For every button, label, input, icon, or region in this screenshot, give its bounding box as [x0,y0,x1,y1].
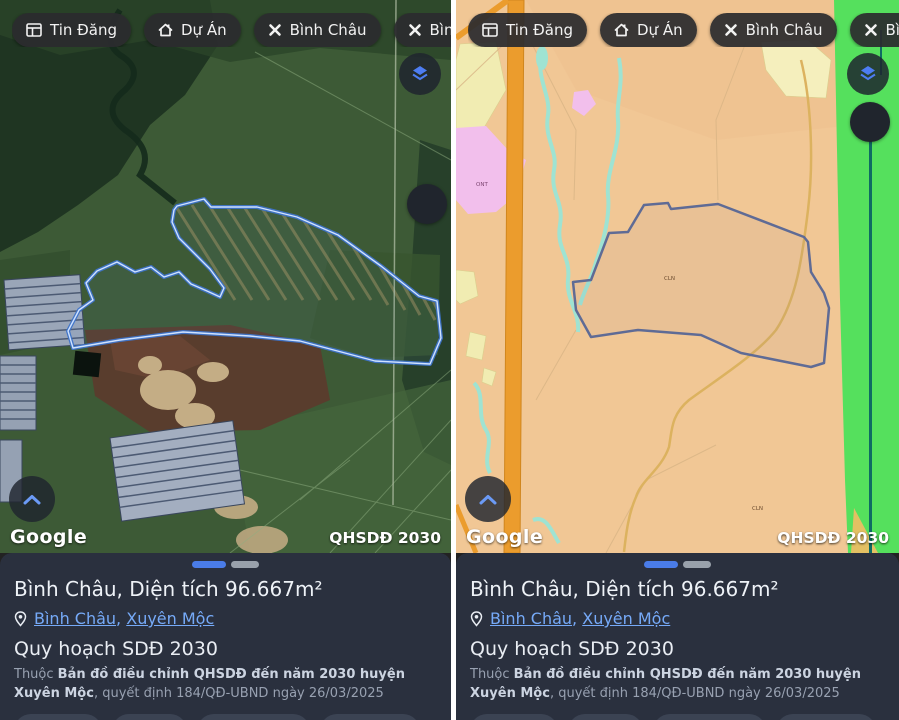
share-button[interactable]: Chia sẻ [775,713,877,720]
bottom-sheet: Bình Châu, Diện tích 96.667m² Bình Châu,… [0,553,451,720]
chip-du-an[interactable]: Dự Án [600,13,697,47]
layers-button[interactable] [399,53,441,95]
crossed-icon [408,24,421,36]
field-boundaries [229,51,451,553]
chip-du-an[interactable]: Dự Án [144,13,241,47]
chip-tin-dang[interactable]: Tin Đăng [468,13,587,47]
google-logo: Google [466,526,544,548]
stream-head [536,46,548,70]
legend-button[interactable]: Chú thích [196,713,310,720]
crossed-icon [724,24,737,36]
delete-button[interactable]: Xoá [568,713,643,720]
location-pin-icon [470,610,483,627]
location-row: Bình Châu, Xuyên Mộc [14,609,437,628]
map-type-badge: QHSDĐ 2030 [777,529,889,547]
plan-description: Thuộc Bản đồ điều chỉnh QHSDĐ đến năm 20… [470,667,861,701]
chip-label: Bình Châu [745,21,823,39]
opacity-slider-knob[interactable] [850,102,890,142]
share-button[interactable]: Chia sẻ [319,713,421,720]
yellow-zones [456,39,832,387]
page-dot-active [192,561,226,568]
map-nav-chips: Tin Đăng Dự Án Bình Châu Bình Châu [12,13,451,47]
chip-label: Dự Án [181,21,227,39]
dirt-road [392,0,397,506]
zone-label-ont: ONT [476,182,488,188]
plan-map[interactable]: ONT [456,0,899,553]
home-icon [614,23,629,37]
crossed-icon [864,24,877,36]
legend-button[interactable]: Chú thích [652,713,766,720]
link-district[interactable]: Xuyên Mộc [126,609,215,628]
crossed-icon [268,24,281,36]
collapse-sheet-button[interactable] [9,476,55,522]
parcel-title: Bình Châu, Diện tích 96.667m² [470,577,779,601]
zone-label-cln-b: CLN [752,506,763,512]
page-dot-active [644,561,678,568]
chevron-up-icon [23,494,41,504]
list-icon [482,23,498,37]
chip-label: Tin Đăng [50,21,117,39]
chip-tin-dang[interactable]: Tin Đăng [12,13,131,47]
plan-map-art: ONT [456,0,899,553]
layers-icon [860,66,876,81]
chip-binh-chau-2[interactable]: Bình Châu [849,13,899,47]
parcel-polygon-overlay[interactable] [66,197,443,366]
map-panel-satellite: Tin Đăng Dự Án Bình Châu Bình Châu Googl… [0,0,451,720]
chip-label: Tin Đăng [506,21,573,39]
link-district[interactable]: Xuyên Mộc [582,609,671,628]
google-logo: Google [10,526,88,548]
map-panel-plan: ONT [456,0,899,720]
location-separator: , [572,609,578,628]
zone-label-cln-a: CLN [664,276,675,282]
page-dot-idle [683,561,711,568]
chip-binh-chau-2[interactable]: Bình Châu [393,13,451,47]
pond [72,350,102,378]
location-row: Bình Châu, Xuyên Mộc [470,609,885,628]
orange-roads [456,0,525,553]
chip-label: Bình Châu [289,21,367,39]
action-buttons: Vẽ lại Xoá Chú thích Chia sẻ [470,713,885,720]
plan-title: Quy hoạch SDĐ 2030 [470,638,674,660]
map-type-badge: QHSDĐ 2030 [329,529,441,547]
chip-label: Dự Án [637,21,683,39]
opacity-slider-knob[interactable] [407,184,447,224]
parcel-title: Bình Châu, Diện tích 96.667m² [14,577,323,601]
home-icon [158,23,173,37]
green-zone [834,0,899,553]
location-separator: , [116,609,122,628]
layers-button[interactable] [847,53,889,95]
chip-label: Bình Châu [885,21,899,39]
plan-description: Thuộc Bản đồ điều chỉnh QHSDĐ đến năm 20… [14,667,405,701]
list-icon [26,23,42,37]
chip-label: Bình Châu [429,21,451,39]
satellite-map-art [0,0,451,553]
redraw-button[interactable]: Vẽ lại [14,713,103,720]
chevron-up-icon [479,494,497,504]
layers-icon [412,66,428,81]
opacity-slider-track[interactable] [869,140,872,553]
page-indicator [470,561,885,568]
link-ward[interactable]: Bình Châu [490,609,573,628]
page-indicator [14,561,437,568]
chip-binh-chau-1[interactable]: Bình Châu [709,13,837,47]
satellite-map[interactable] [0,0,451,553]
bottom-sheet: Bình Châu, Diện tích 96.667m² Bình Châu,… [456,553,899,720]
parcel-polygon-overlay[interactable] [571,201,831,369]
redraw-button[interactable]: Vẽ lại [470,713,559,720]
location-pin-icon [14,610,27,627]
link-ward[interactable]: Bình Châu [34,609,117,628]
solar-farm-arrays [0,274,246,522]
delete-button[interactable]: Xoá [112,713,187,720]
plan-title: Quy hoạch SDĐ 2030 [14,638,218,660]
action-buttons: Vẽ lại Xoá Chú thích Chia sẻ [14,713,437,720]
chip-binh-chau-1[interactable]: Bình Châu [253,13,381,47]
map-nav-chips: Tin Đăng Dự Án Bình Châu Bình Châu [468,13,899,47]
collapse-sheet-button[interactable] [465,476,511,522]
tan-road [622,59,813,553]
page-dot-idle [231,561,259,568]
